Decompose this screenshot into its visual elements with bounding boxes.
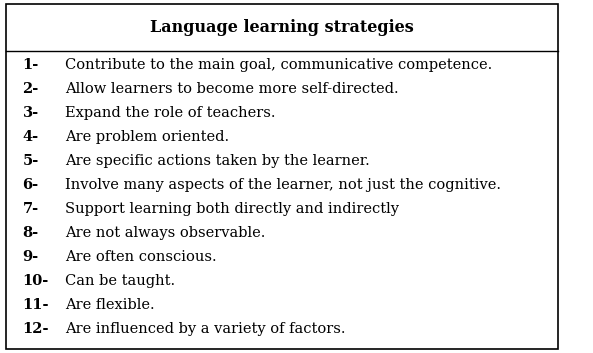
Text: Are specific actions taken by the learner.: Are specific actions taken by the learne…	[65, 154, 369, 168]
Text: Are not always observable.: Are not always observable.	[65, 226, 265, 240]
Text: 9-: 9-	[23, 250, 39, 264]
Text: Are influenced by a variety of factors.: Are influenced by a variety of factors.	[65, 322, 345, 336]
Text: 11-: 11-	[23, 298, 49, 312]
Text: 3-: 3-	[23, 106, 39, 120]
Text: 10-: 10-	[23, 274, 49, 288]
Text: Language learning strategies: Language learning strategies	[150, 19, 414, 36]
Text: 7-: 7-	[23, 202, 39, 216]
Text: 6-: 6-	[23, 178, 39, 192]
Text: Expand the role of teachers.: Expand the role of teachers.	[65, 106, 275, 120]
Text: Allow learners to become more self-directed.: Allow learners to become more self-direc…	[65, 82, 398, 96]
Text: 2-: 2-	[23, 82, 39, 96]
Text: 12-: 12-	[23, 322, 49, 336]
FancyBboxPatch shape	[6, 4, 558, 349]
Text: 5-: 5-	[23, 154, 39, 168]
Text: Are flexible.: Are flexible.	[65, 298, 154, 312]
Text: Support learning both directly and indirectly: Support learning both directly and indir…	[65, 202, 399, 216]
Text: 1-: 1-	[23, 59, 39, 72]
Text: Are often conscious.: Are often conscious.	[65, 250, 216, 264]
Text: Can be taught.: Can be taught.	[65, 274, 175, 288]
Text: Involve many aspects of the learner, not just the cognitive.: Involve many aspects of the learner, not…	[65, 178, 501, 192]
Text: Are problem oriented.: Are problem oriented.	[65, 130, 229, 144]
Text: 8-: 8-	[23, 226, 39, 240]
Text: 4-: 4-	[23, 130, 39, 144]
Text: Contribute to the main goal, communicative competence.: Contribute to the main goal, communicati…	[65, 59, 492, 72]
